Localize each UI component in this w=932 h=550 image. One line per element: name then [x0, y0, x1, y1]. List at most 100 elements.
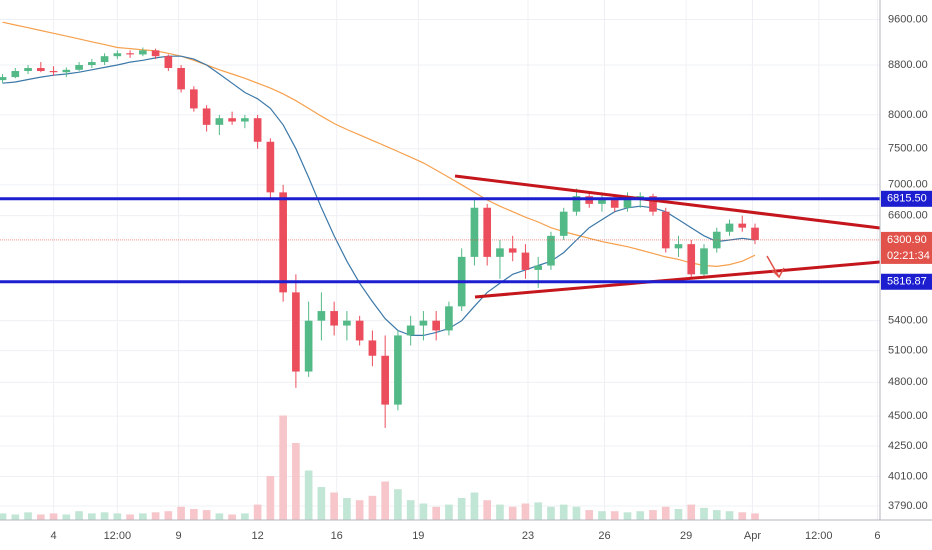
volume-bar	[381, 481, 389, 520]
price-tags: 6815.50 5816.87 6300.90 02:21:34	[881, 190, 932, 290]
x-tick-label: 4	[51, 530, 57, 542]
last-price-tag	[881, 231, 932, 264]
volume-bar	[572, 506, 581, 520]
x-tick-label: Apr	[744, 530, 761, 542]
candle-body	[508, 248, 517, 253]
volume-bar	[687, 504, 696, 520]
moving-average	[2, 21, 756, 268]
candle-body	[164, 56, 173, 69]
candle-body	[368, 340, 377, 356]
volume-bar	[738, 512, 747, 520]
candle-body	[253, 118, 262, 142]
level-tag-label: 5816.87	[887, 276, 927, 288]
y-tick-label: 4800.00	[888, 376, 928, 388]
y-tick-label: 8800.00	[888, 59, 928, 71]
volume-bar	[292, 443, 300, 520]
volume-bar	[355, 500, 364, 520]
last-price-label: 6300.90	[887, 234, 927, 246]
candle-body	[355, 320, 364, 341]
candle-body	[738, 223, 747, 228]
volume-bar	[674, 509, 683, 520]
x-tick-label: 19	[412, 530, 424, 542]
x-tick-label: 12:00	[104, 530, 132, 542]
candle-body	[279, 192, 287, 293]
x-tick-label: 26	[598, 530, 610, 542]
volume-bar	[75, 511, 83, 520]
candle-body	[228, 118, 236, 122]
y-tick-label: 4500.00	[888, 410, 928, 422]
volume-bar	[190, 509, 198, 520]
volume-bar	[725, 511, 734, 520]
candle-body	[11, 71, 20, 78]
volume-bar	[126, 514, 134, 520]
volume-bar	[317, 487, 326, 520]
volume-bar	[483, 500, 492, 520]
volume-bar	[100, 512, 109, 520]
y-tick-label: 5100.00	[888, 345, 928, 357]
volume-bar	[241, 513, 249, 520]
candle-body	[36, 68, 45, 72]
candle-body	[304, 320, 313, 372]
volume-bar	[751, 513, 759, 520]
volume-bar	[343, 498, 351, 520]
candle-body	[483, 207, 492, 257]
candle-body	[419, 320, 428, 326]
volume-bar	[470, 492, 479, 520]
candle-body	[88, 62, 96, 66]
volume-bar	[62, 514, 71, 520]
level-tag	[881, 273, 932, 290]
countdown-label: 02:21:34	[887, 250, 930, 262]
candle-body	[406, 325, 415, 336]
candle-body	[49, 71, 58, 73]
volume-bar	[457, 498, 466, 520]
candle-body	[100, 56, 109, 63]
volume-bar	[610, 511, 619, 520]
volume-bar	[598, 511, 606, 520]
trend-line-lower	[474, 260, 881, 299]
candle-body	[623, 199, 632, 208]
volume-bar	[11, 514, 20, 520]
volume-bar	[253, 504, 262, 520]
candle-body	[381, 355, 389, 405]
volume-bar	[649, 510, 657, 520]
candle-body	[751, 227, 759, 240]
candle-body	[610, 199, 619, 208]
volume-bar	[49, 513, 58, 520]
candle-body	[190, 89, 198, 109]
y-tick-label: 4250.00	[888, 440, 928, 452]
x-tick-label: 12	[251, 530, 263, 542]
candle-body	[700, 248, 708, 275]
level-tag	[881, 190, 932, 207]
volume-bar	[445, 504, 453, 520]
volume-bar	[547, 506, 555, 520]
y-tick-label: 9600.00	[888, 13, 928, 25]
volume-bar	[113, 513, 122, 520]
candle-body	[534, 265, 543, 270]
volume-bar	[534, 502, 543, 520]
candle-body	[75, 65, 83, 70]
trend-line-upper	[454, 174, 881, 230]
volume-bar	[712, 510, 721, 520]
volume-bar	[623, 512, 632, 520]
candle-body	[343, 320, 351, 326]
volume-bar	[368, 495, 377, 520]
x-tick-label: 29	[680, 530, 692, 542]
volume-bar	[636, 511, 645, 520]
volume-bar	[279, 415, 287, 520]
arrow	[766, 255, 785, 279]
x-tick-label: 16	[331, 530, 343, 542]
candle-body	[470, 207, 479, 257]
candle-body	[661, 211, 670, 249]
volume-bar	[215, 513, 224, 520]
candle-body	[0, 77, 7, 81]
volume-bar	[266, 476, 275, 520]
candle-body	[725, 223, 734, 232]
candle-body	[445, 306, 453, 331]
candle-body	[432, 320, 440, 331]
volume-bar	[559, 504, 568, 520]
candle-body	[598, 199, 606, 204]
volume-bar	[88, 513, 96, 520]
candle-body	[521, 252, 530, 270]
moving-average	[2, 55, 756, 336]
candle-body	[559, 211, 568, 236]
